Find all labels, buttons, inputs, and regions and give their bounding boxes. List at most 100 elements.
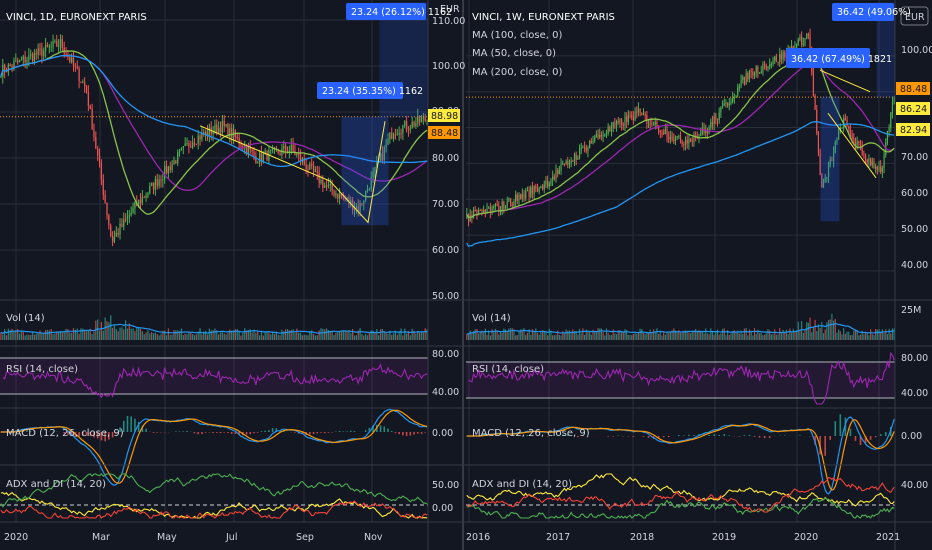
left-vol-bar xyxy=(361,333,363,340)
left-vol-bar xyxy=(136,327,138,340)
left-candle-body xyxy=(162,179,164,181)
right-vol-bar xyxy=(654,331,656,340)
right-vol-bar xyxy=(831,313,833,340)
left-vol-bar xyxy=(87,330,90,340)
left-candle-body xyxy=(223,121,225,126)
left-candle-body xyxy=(391,132,393,139)
right-vol-bar xyxy=(627,334,629,340)
left-vol-bar xyxy=(335,332,337,340)
left-macd-bar xyxy=(390,430,393,432)
left-measure-mid: 23.24 (35.35%) 1162 xyxy=(317,82,423,99)
left-candle-body xyxy=(275,147,277,150)
right-candle-body xyxy=(832,152,835,161)
right-candle-body xyxy=(743,77,746,85)
right-macd-bar xyxy=(854,436,857,441)
left-macd-bar xyxy=(67,432,69,435)
left-macd-bar xyxy=(394,432,397,434)
left-vol-bar xyxy=(143,334,145,340)
left-candle-body xyxy=(52,41,54,47)
right-candle-body xyxy=(658,126,660,132)
right-title: VINCI, 1W, EURONEXT PARIS xyxy=(472,12,615,23)
right-vol-bar xyxy=(498,334,500,340)
left-candle-body xyxy=(48,46,50,48)
left-candle-body xyxy=(108,215,110,226)
left-vol-bar xyxy=(11,328,13,340)
left-vol-bar xyxy=(20,330,23,340)
right-vol-bar xyxy=(615,334,618,340)
right-vol-bar xyxy=(646,332,648,340)
left-vol-bar xyxy=(271,331,274,340)
right-rsi-tick-40: 40.00 xyxy=(901,388,928,399)
right-candle-body xyxy=(491,206,493,212)
right-candle-body xyxy=(797,39,799,44)
right-vol-bar xyxy=(597,328,599,340)
right-ma-2 xyxy=(466,121,895,248)
right-candle-body xyxy=(641,113,643,115)
left-vol-bar xyxy=(227,332,229,340)
right-vol-bar xyxy=(816,331,818,340)
left-candle-body xyxy=(126,216,129,220)
left-candle-body xyxy=(270,149,272,151)
right-candle-body xyxy=(617,120,619,123)
right-vol-bar xyxy=(467,333,470,340)
left-macd-bar xyxy=(253,432,255,434)
left-vol-bar xyxy=(70,332,73,340)
right-candle-body xyxy=(755,66,757,73)
right-vol-bar xyxy=(854,330,857,340)
right-tick-70: 70.00 xyxy=(901,152,928,163)
right-vol-bar xyxy=(866,333,868,340)
right-vol-bar xyxy=(698,330,700,340)
left-candle-body xyxy=(392,134,395,139)
left-vol-bar xyxy=(139,328,142,340)
left-vol-bar xyxy=(67,329,69,340)
left-macd-bar xyxy=(294,432,296,433)
right-candle-body xyxy=(886,130,889,143)
right-vol-bar xyxy=(873,334,875,340)
left-candle-body xyxy=(152,182,155,190)
right-candle-body xyxy=(673,139,675,142)
left-vol-bar xyxy=(338,331,341,340)
left-candle-body xyxy=(407,129,410,131)
left-vol-bar xyxy=(208,328,210,340)
right-ma-0 xyxy=(466,60,895,219)
left-candle-body xyxy=(218,127,220,133)
left-vol-bar xyxy=(273,334,276,340)
left-vol-bar xyxy=(113,324,116,340)
left-vol-bar xyxy=(374,332,376,340)
left-candle-body xyxy=(24,56,26,63)
right-candle-body xyxy=(723,103,725,106)
right-candle-body xyxy=(802,43,804,45)
left-macd-bar xyxy=(104,432,106,442)
right-candle-body xyxy=(728,103,730,106)
right-candle-body xyxy=(568,162,571,165)
right-vol-bar xyxy=(666,331,668,340)
left-candle-body xyxy=(201,132,203,140)
left-vol-bar xyxy=(385,332,387,340)
right-candle-body xyxy=(525,191,527,199)
right-vol-bar xyxy=(748,329,751,340)
right-candle-body xyxy=(652,124,655,126)
right-candle-body xyxy=(654,121,656,125)
right-x-2016: 2016 xyxy=(466,532,490,543)
left-vol-bar xyxy=(188,332,190,340)
left-vol-bar xyxy=(363,335,365,340)
right-candle-body xyxy=(883,154,885,168)
right-vol-bar xyxy=(536,332,539,340)
right-candle-body xyxy=(552,176,554,180)
right-candle-body xyxy=(659,131,661,133)
right-vol-bar xyxy=(540,332,542,340)
currency-button[interactable]: EUR xyxy=(900,6,929,26)
right-candle-body xyxy=(615,120,618,127)
right-candle-body xyxy=(553,176,555,179)
left-candle-body xyxy=(113,236,116,242)
right-candle-body xyxy=(784,52,786,58)
right-macd-bar xyxy=(516,435,519,436)
left-vol-bar xyxy=(18,333,21,340)
left-macd-bar xyxy=(197,432,199,435)
right-candle-body xyxy=(594,137,596,141)
right-vol-bar xyxy=(476,328,478,340)
right-vol-bar xyxy=(647,332,650,340)
right-candle-body xyxy=(634,111,636,121)
left-macd-bar xyxy=(227,432,229,433)
right-vol-bar xyxy=(557,330,559,340)
